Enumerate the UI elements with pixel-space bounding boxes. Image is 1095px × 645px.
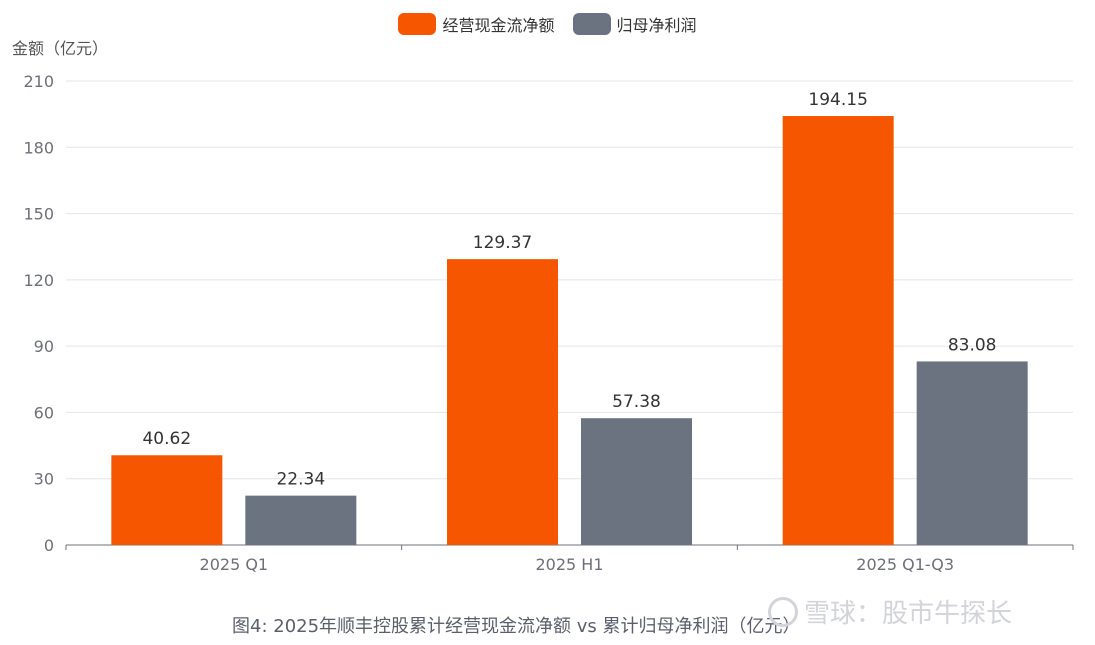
legend-swatch-cash-flow [398, 13, 437, 35]
y-tick-label: 90 [34, 337, 54, 356]
y-tick-label: 30 [34, 470, 54, 489]
legend-item-cash-flow[interactable]: 经营现金流净额 [398, 12, 555, 36]
y-tick-label: 180 [23, 138, 54, 157]
data-label: 129.37 [473, 233, 532, 253]
data-label: 40.62 [142, 429, 191, 449]
y-tick-label: 210 [23, 72, 54, 91]
y-axis-label: 金额（亿元） [12, 39, 108, 58]
data-label: 22.34 [276, 470, 325, 490]
legend-label-net-profit: 归母净利润 [616, 16, 697, 35]
watermark: 雪球：股市牛探长 [768, 593, 1012, 630]
y-tick-label: 0 [44, 536, 54, 555]
snowball-logo-icon [768, 596, 798, 627]
legend-item-net-profit[interactable]: 归母净利润 [572, 12, 697, 36]
bar [916, 361, 1028, 545]
bar [245, 495, 357, 545]
y-tick-label: 60 [34, 403, 54, 422]
y-tick-label: 150 [23, 205, 54, 224]
legend: 经营现金流净额 归母净利润 [0, 12, 1095, 36]
bar [782, 116, 894, 546]
figure-caption: 图4: 2025年顺丰控股累计经营现金流净额 vs 累计归母净利润（亿元） [232, 616, 801, 637]
x-tick-label: 2025 H1 [535, 555, 603, 574]
x-tick-label: 2025 Q1-Q3 [856, 555, 954, 574]
x-tick-label: 2025 Q1 [200, 555, 269, 574]
bar [581, 418, 692, 545]
data-label: 57.38 [612, 392, 661, 412]
data-label: 83.08 [948, 335, 997, 355]
bar [111, 455, 223, 545]
y-tick-label: 120 [23, 271, 54, 290]
watermark-text: 雪球：股市牛探长 [804, 599, 1013, 629]
data-label: 194.15 [808, 90, 867, 110]
legend-label-cash-flow: 经营现金流净额 [442, 16, 555, 35]
legend-swatch-net-profit [572, 13, 611, 35]
bar [447, 259, 558, 545]
